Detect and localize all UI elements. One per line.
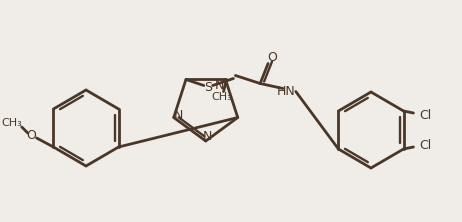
Text: O: O [267,51,277,64]
Text: Cl: Cl [419,109,432,121]
Text: N: N [174,109,183,122]
Text: N: N [215,79,224,92]
Text: O: O [27,129,36,141]
Text: HN: HN [277,85,295,98]
Text: CH₃: CH₃ [1,118,22,128]
Text: N: N [203,129,213,143]
Text: S: S [204,81,212,94]
Text: Cl: Cl [419,139,432,151]
Text: CH₃: CH₃ [211,93,232,103]
